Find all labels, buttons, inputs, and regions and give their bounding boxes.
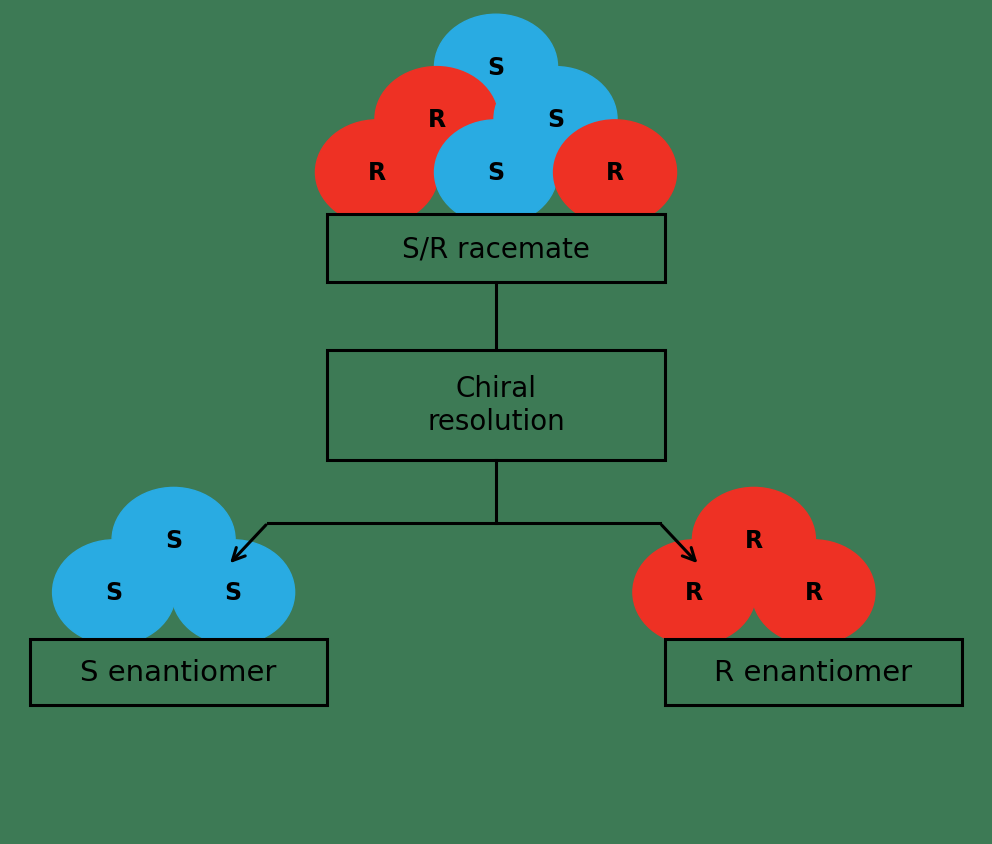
FancyBboxPatch shape	[30, 639, 327, 705]
Text: R: R	[428, 108, 445, 132]
Text: S: S	[224, 581, 242, 604]
Circle shape	[554, 121, 677, 225]
Text: S: S	[105, 581, 123, 604]
Circle shape	[494, 68, 617, 172]
Text: S: S	[487, 161, 505, 185]
Circle shape	[53, 540, 176, 645]
Text: R: R	[368, 161, 386, 185]
Circle shape	[692, 488, 815, 592]
Text: R: R	[805, 581, 822, 604]
Text: S: S	[547, 108, 564, 132]
Circle shape	[315, 121, 438, 225]
Text: S enantiomer: S enantiomer	[80, 657, 277, 686]
Text: R: R	[745, 528, 763, 552]
Text: R: R	[606, 161, 624, 185]
Circle shape	[434, 15, 558, 120]
Text: S/R racemate: S/R racemate	[402, 235, 590, 263]
Text: S: S	[487, 56, 505, 79]
Circle shape	[172, 540, 295, 645]
FancyBboxPatch shape	[327, 215, 665, 283]
Text: R enantiomer: R enantiomer	[714, 657, 913, 686]
Circle shape	[434, 121, 558, 225]
Circle shape	[752, 540, 875, 645]
Text: S: S	[165, 528, 183, 552]
FancyBboxPatch shape	[665, 639, 962, 705]
FancyBboxPatch shape	[327, 350, 665, 460]
Circle shape	[112, 488, 235, 592]
Circle shape	[375, 68, 498, 172]
Text: Chiral
resolution: Chiral resolution	[428, 375, 564, 436]
Text: R: R	[685, 581, 703, 604]
Circle shape	[633, 540, 756, 645]
